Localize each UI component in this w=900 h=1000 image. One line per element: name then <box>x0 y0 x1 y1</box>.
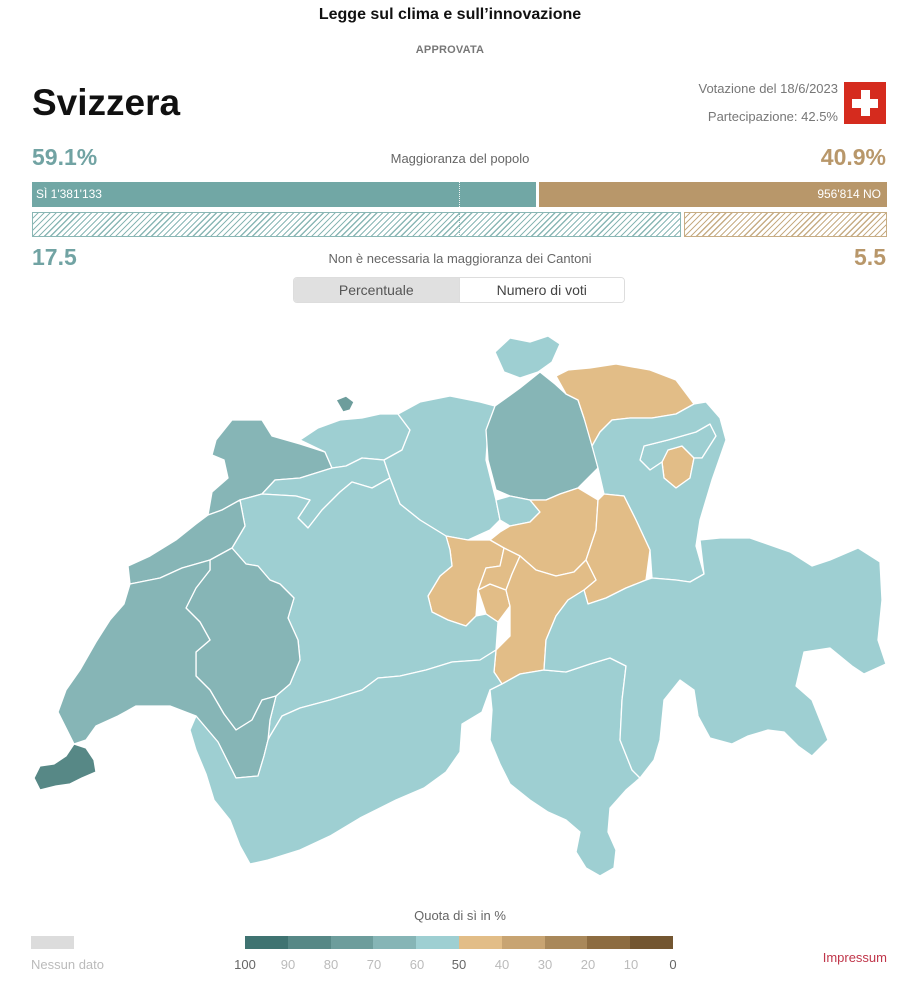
yes-votes-segment: SÌ 1'381'133 <box>32 182 536 207</box>
scale-swatch-30-40 <box>501 936 545 949</box>
tick-100: 100 <box>234 957 256 972</box>
scale-swatch-50-60 <box>416 936 459 949</box>
canton-aargau[interactable] <box>383 395 501 541</box>
scale-swatch-60-70 <box>373 936 417 949</box>
vote-date: Votazione del 18/6/2023 <box>698 81 838 96</box>
scale-swatch-80-90 <box>287 936 331 949</box>
scale-swatch-40-50 <box>458 936 502 949</box>
vote-title: Legge sul clima e sull’innovazione <box>318 6 582 23</box>
cantons-yes-segment <box>32 212 681 237</box>
legend-title: Quota di sì in % <box>414 908 506 923</box>
canton-ticino[interactable] <box>489 657 641 877</box>
tick-50: 50 <box>451 957 467 972</box>
canton-basel-stadt[interactable] <box>335 395 355 413</box>
toggle-percentuale[interactable]: Percentuale <box>294 278 459 302</box>
cantons-no-score: 5.5 <box>854 244 886 270</box>
display-mode-toggle: Percentuale Numero di voti <box>293 277 625 303</box>
cantons-majority-line <box>459 212 460 237</box>
toggle-numero-di-voti[interactable]: Numero di voti <box>458 278 624 302</box>
majority-line <box>459 182 460 207</box>
color-scale <box>245 936 673 949</box>
canton-zurich[interactable] <box>485 371 599 501</box>
yes-percent: 59.1% <box>32 144 98 170</box>
tick-60: 60 <box>409 957 425 972</box>
tick-20: 20 <box>580 957 596 972</box>
scale-swatch-0-10 <box>630 936 673 949</box>
popular-majority-label: Maggioranza del popolo <box>390 151 530 166</box>
tick-90: 90 <box>280 957 296 972</box>
tick-80: 80 <box>323 957 339 972</box>
no-percent: 40.9% <box>820 144 886 170</box>
swiss-flag-icon <box>844 82 886 124</box>
cantons-no-segment <box>684 212 887 237</box>
result-status: APPROVATA <box>415 44 485 56</box>
no-data-swatch <box>31 936 74 949</box>
canton-geneve[interactable] <box>33 743 97 791</box>
tick-70: 70 <box>366 957 382 972</box>
canton-schaffhausen[interactable] <box>494 335 561 379</box>
cantonal-majority-label: Non è necessaria la maggioranza dei Cant… <box>328 251 592 266</box>
no-votes-segment: 956'814 NO <box>539 182 887 207</box>
scale-swatch-20-30 <box>544 936 588 949</box>
scale-swatch-90-100 <box>245 936 288 949</box>
country-name: Svizzera <box>32 82 181 123</box>
color-scale-ticks: 100 90 80 70 60 50 40 30 20 10 0 <box>234 957 677 973</box>
scale-swatch-10-20 <box>587 936 631 949</box>
turnout: Partecipazione: 42.5% <box>707 109 838 124</box>
switzerland-canton-map <box>33 335 887 877</box>
scale-swatch-70-80 <box>330 936 374 949</box>
canton-graubunden[interactable] <box>543 537 887 779</box>
cantons-yes-score: 17.5 <box>32 244 77 270</box>
impressum-link[interactable]: Impressum <box>822 950 887 965</box>
popular-vote-bar: SÌ 1'381'133 956'814 NO <box>32 182 887 207</box>
tick-30: 30 <box>537 957 553 972</box>
tick-10: 10 <box>623 957 639 972</box>
tick-0: 0 <box>669 957 677 972</box>
cantonal-vote-bar <box>32 212 887 237</box>
tick-40: 40 <box>494 957 510 972</box>
no-data-label: Nessun dato <box>31 957 104 972</box>
